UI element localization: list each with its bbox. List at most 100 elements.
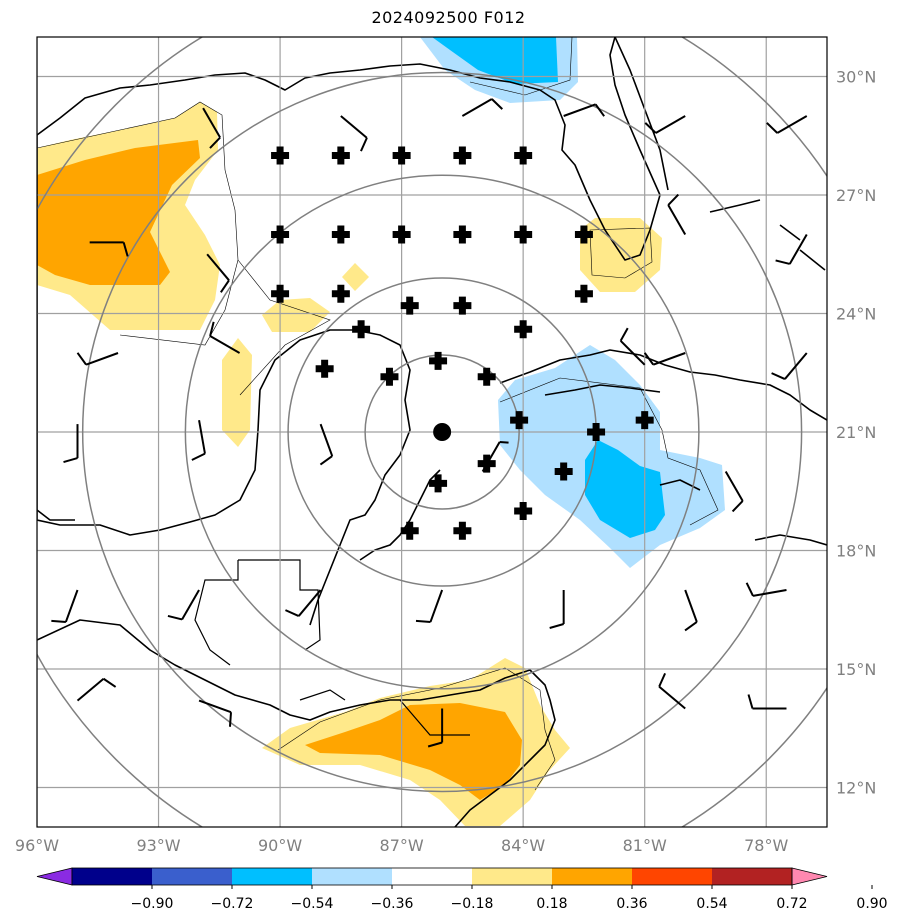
wind-barb bbox=[771, 352, 808, 380]
plus-marker bbox=[514, 502, 533, 520]
wind-barb bbox=[285, 589, 322, 617]
lat-tick-label: 21°N bbox=[836, 423, 876, 442]
plus-marker bbox=[429, 474, 448, 493]
significance-markers bbox=[271, 146, 654, 540]
plus-marker bbox=[514, 146, 533, 165]
plus-marker bbox=[514, 320, 533, 339]
lat-tick-label: 24°N bbox=[836, 305, 876, 324]
colorbar-segment bbox=[472, 868, 553, 885]
colorbar-segment bbox=[712, 868, 793, 885]
lon-tick-label: 87°W bbox=[380, 836, 424, 855]
plus-marker bbox=[271, 146, 290, 165]
wind-barb bbox=[747, 694, 787, 710]
colorbar-label: 0.36 bbox=[616, 896, 647, 912]
lon-tick-label: 78°W bbox=[744, 836, 788, 855]
wind-barb bbox=[684, 589, 698, 632]
colorbar-segment bbox=[312, 868, 393, 885]
plus-marker bbox=[331, 225, 350, 244]
colorbar-label: 0.18 bbox=[536, 896, 567, 912]
colorbar-segment bbox=[552, 868, 633, 885]
plus-marker bbox=[453, 225, 472, 244]
coastline-mexico-gulf-edge bbox=[37, 509, 75, 521]
contour-line bbox=[589, 227, 653, 279]
contour-lines bbox=[37, 37, 719, 791]
plus-marker bbox=[331, 146, 350, 165]
wind-barb bbox=[76, 677, 117, 702]
positive-anomaly-small-3 bbox=[222, 338, 252, 447]
plus-marker bbox=[510, 411, 529, 430]
wind-barb bbox=[209, 321, 241, 354]
range-ring bbox=[364, 354, 520, 510]
wind-barb bbox=[644, 115, 686, 134]
contour-line bbox=[469, 37, 573, 96]
coastline-hispaniola bbox=[754, 534, 827, 546]
positive-anomaly-small-1 bbox=[262, 298, 330, 332]
lat-tick-label: 30°N bbox=[836, 68, 876, 87]
colorbar-extend-high bbox=[791, 867, 828, 886]
wind-barb bbox=[563, 103, 605, 117]
plus-marker bbox=[587, 423, 606, 441]
plus-marker bbox=[574, 284, 593, 303]
colorbar-extend-low bbox=[36, 867, 73, 886]
wind-barb bbox=[198, 699, 232, 727]
positive-anomaly-small-2 bbox=[342, 263, 369, 291]
colorbar-label: −0.36 bbox=[371, 896, 414, 912]
lat-tick-label: 18°N bbox=[836, 542, 876, 561]
colorbar: −0.90 −0.72 −0.54 −0.36 −0.18 0.18 0.36 0.54 0.7… bbox=[36, 867, 888, 912]
plus-marker bbox=[429, 351, 448, 370]
wind-barb bbox=[461, 98, 503, 117]
wind-barb bbox=[206, 253, 230, 293]
range-rings bbox=[37, 37, 827, 827]
plus-marker bbox=[400, 521, 419, 540]
lon-tick-label: 81°W bbox=[623, 836, 667, 855]
colorbar-label: 0.90 bbox=[856, 896, 887, 912]
gridlines bbox=[37, 37, 827, 827]
plus-marker bbox=[380, 367, 399, 386]
border-line bbox=[194, 560, 239, 666]
plus-marker bbox=[453, 146, 472, 165]
plus-marker bbox=[477, 454, 496, 473]
contour-line bbox=[37, 101, 239, 346]
wind-barb bbox=[63, 424, 79, 464]
plus-marker bbox=[271, 225, 290, 244]
coastline-yucatan-east bbox=[359, 469, 441, 561]
longitude-tick-labels: 96°W 93°W 90°W 87°W 84°W 81°W 78°W bbox=[15, 836, 789, 855]
lon-tick-label: 90°W bbox=[258, 836, 302, 855]
plus-marker bbox=[400, 296, 419, 315]
wind-barb bbox=[775, 233, 808, 265]
plus-marker bbox=[453, 521, 472, 540]
plus-marker bbox=[392, 225, 411, 244]
plus-marker bbox=[271, 284, 290, 303]
wind-barb bbox=[549, 590, 565, 629]
coastline-central-america bbox=[37, 619, 556, 827]
plus-marker bbox=[315, 359, 334, 378]
colorbar-segment bbox=[72, 868, 153, 885]
chart-title: 2024092500 F012 bbox=[371, 8, 526, 27]
colorbar-label: 0.54 bbox=[696, 896, 727, 912]
wind-barb bbox=[427, 708, 444, 748]
plus-marker bbox=[453, 296, 472, 315]
colorbar-label: −0.54 bbox=[291, 896, 334, 912]
contour-line bbox=[499, 377, 719, 526]
lat-tick-label: 27°N bbox=[836, 186, 876, 205]
coastline-bahamas bbox=[709, 199, 826, 271]
colorbar-segment bbox=[232, 868, 313, 885]
colorbar-outline bbox=[71, 867, 793, 886]
country-borders bbox=[194, 559, 470, 736]
wind-barb bbox=[667, 193, 687, 235]
wind-barb bbox=[658, 672, 686, 710]
wind-barb bbox=[202, 107, 221, 149]
wind-barbs bbox=[51, 98, 808, 748]
contour-line bbox=[237, 259, 331, 396]
wind-barb bbox=[745, 582, 787, 597]
coastlines bbox=[37, 37, 827, 827]
colorbar-segment bbox=[392, 868, 473, 885]
lon-tick-label: 84°W bbox=[501, 836, 545, 855]
coastline-cuba bbox=[499, 349, 827, 421]
colorbar-label: 0.72 bbox=[776, 896, 807, 912]
colorbar-label: −0.18 bbox=[451, 896, 494, 912]
wind-barb bbox=[167, 589, 200, 621]
range-ring bbox=[81, 71, 803, 793]
plus-marker bbox=[574, 225, 593, 244]
